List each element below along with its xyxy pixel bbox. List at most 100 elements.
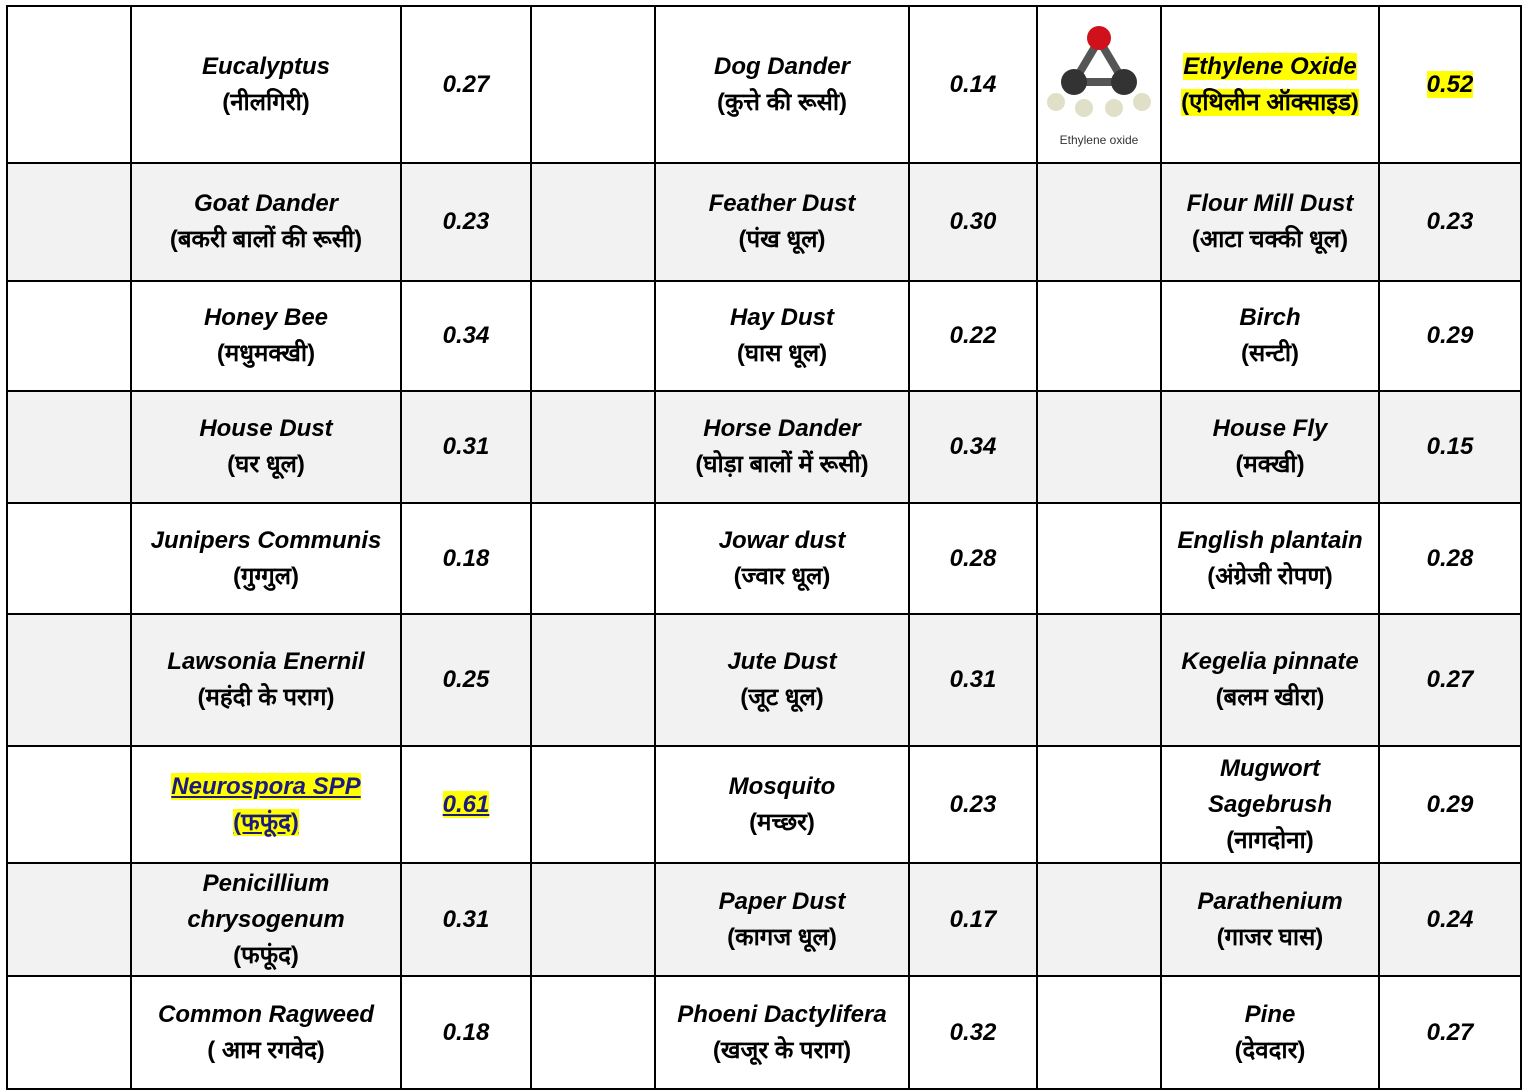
hindi-name: (एथिलीन ऑक्साइड) xyxy=(1181,88,1359,116)
name-cell: Hay Dust (घास धूल) xyxy=(654,280,910,392)
value: 0.27 xyxy=(1426,666,1474,693)
thumbnail-cell xyxy=(6,745,132,864)
name-text: Mugwort Sagebrush (नागदोना) xyxy=(1208,755,1332,854)
name-cell: Horse Dander (घोड़ा बालों में रूसी) xyxy=(654,390,910,504)
value-cell: 0.18 xyxy=(400,975,532,1090)
allergen-name: Mosquito xyxy=(728,772,836,800)
thumbnail-cell xyxy=(6,862,132,977)
allergen-name: Feather Dust xyxy=(708,190,856,217)
name-text: Flour Mill Dust (आटा चक्की धूल) xyxy=(1187,190,1354,253)
value: 0.18 xyxy=(442,544,490,572)
allergen-name: Lawsonia Enernil xyxy=(167,648,365,675)
thumbnail-cell xyxy=(1036,862,1162,977)
name-text: Common Ragweed ( आम रगवेद) xyxy=(158,1001,374,1064)
value-cell: 0.27 xyxy=(1378,975,1522,1090)
value: 0.31 xyxy=(442,905,490,933)
molecule xyxy=(1047,25,1151,117)
value-cell: 0.23 xyxy=(400,162,532,282)
table-row: Common Ragweed ( आम रगवेद) 0.18 Phoeni Dact… xyxy=(6,975,1522,1090)
image-caption: Ethylene oxide xyxy=(1059,132,1139,147)
name-text: House Dust (घर धूल) xyxy=(199,415,332,478)
hindi-name: (पंख धूल) xyxy=(738,226,826,253)
name-text: Honey Bee (मधुमक्खी) xyxy=(204,304,328,367)
allergen-name: Honey Bee xyxy=(203,304,329,331)
name-cell: Lawsonia Enernil (महंदी के पराग) xyxy=(130,613,402,747)
hindi-name: (नागदोना) xyxy=(1226,826,1314,854)
name-text: Dog Dander (कुत्ते की रूसी) xyxy=(714,53,850,116)
thumbnail-cell xyxy=(6,613,132,747)
name-text: Hay Dust (घास धूल) xyxy=(730,304,834,367)
value: 0.29 xyxy=(1426,322,1474,349)
name-cell: Pine (देवदार) xyxy=(1160,975,1380,1090)
name-text: Horse Dander (घोड़ा बालों में रूसी) xyxy=(695,415,868,478)
hindi-name: (मक्खी) xyxy=(1235,451,1305,478)
hindi-name: (देवदार) xyxy=(1234,1036,1306,1064)
name-cell: Phoeni Dactylifera (खजूर के पराग) xyxy=(654,975,910,1090)
name-text: Penicillium chrysogenum (फफूंद) xyxy=(187,870,344,969)
allergen-name: Neurospora SPP xyxy=(171,772,361,800)
name-text: Jowar dust (ज्वार धूल) xyxy=(719,527,846,590)
thumbnail-cell xyxy=(530,390,656,504)
allergen-name: Goat Dander xyxy=(193,190,339,217)
allergen-name: Birch xyxy=(1239,304,1301,331)
name-text: Kegelia pinnate (बलम खीरा) xyxy=(1181,648,1358,711)
name-text: Goat Dander (बकरी बालों की रूसी) xyxy=(170,190,362,253)
name-cell: Jute Dust (जूट धूल) xyxy=(654,613,910,747)
allergen-name: Horse Dander xyxy=(703,415,861,442)
value-cell: 0.22 xyxy=(908,280,1038,392)
name-cell: Mugwort Sagebrush (नागदोना) xyxy=(1160,745,1380,864)
name-cell: Jowar dust (ज्वार धूल) xyxy=(654,502,910,615)
allergen-name: House Dust xyxy=(199,415,333,442)
name-cell: Honey Bee (मधुमक्खी) xyxy=(130,280,402,392)
hindi-name: (फफूंद) xyxy=(233,941,299,969)
value-cell: 0.30 xyxy=(908,162,1038,282)
table-row: House Dust (घर धूल) 0.31 Horse Dander (घोड़ा… xyxy=(6,390,1522,504)
hindi-name: (नीलगिरी) xyxy=(222,88,310,116)
allergen-name: Flour Mill Dust xyxy=(1186,190,1354,217)
thumbnail-cell xyxy=(1036,975,1162,1090)
thumbnail-cell xyxy=(530,502,656,615)
value: 0.22 xyxy=(949,322,997,349)
allergen-name: Dog Dander xyxy=(713,52,850,80)
hindi-name: (मधुमक्खी) xyxy=(216,340,316,367)
name-cell: House Dust (घर धूल) xyxy=(130,390,402,504)
allergen-name: Pine xyxy=(1244,1000,1296,1028)
name-cell: Neurospora SPP (फफूंद) xyxy=(130,745,402,864)
allergen-name: Junipers Communis xyxy=(150,526,382,554)
thumbnail-cell xyxy=(530,745,656,864)
value: 0.34 xyxy=(442,322,490,349)
name-text: Eucalyptus (नीलगिरी) xyxy=(202,53,330,116)
value: 0.23 xyxy=(1426,208,1474,235)
value: 0.27 xyxy=(442,70,490,98)
name-cell: Eucalyptus (नीलगिरी) xyxy=(130,5,402,164)
name-cell: Kegelia pinnate (बलम खीरा) xyxy=(1160,613,1380,747)
value-cell: 0.24 xyxy=(1378,862,1522,977)
value: 0.61 xyxy=(442,790,490,818)
thumbnail-cell xyxy=(530,613,656,747)
allergen-name: Common Ragweed xyxy=(157,1000,375,1028)
allergen-table: Eucalyptus (नीलगिरी) 0.27 Dog Dander (कुत्ते… xyxy=(6,5,1522,1090)
value-cell: 0.34 xyxy=(908,390,1038,504)
thumbnail-cell xyxy=(530,862,656,977)
allergen-name: Hay Dust xyxy=(729,304,835,331)
name-text: Lawsonia Enernil (महंदी के पराग) xyxy=(167,648,364,711)
thumbnail-cell: Ethylene oxide xyxy=(1036,5,1162,164)
hindi-name: (बलम खीरा) xyxy=(1215,684,1325,711)
thumbnail: Ethylene oxide xyxy=(1039,11,1159,158)
name-cell: Junipers Communis (गुग्गुल) xyxy=(130,502,402,615)
allergen-name: Kegelia pinnate xyxy=(1181,648,1359,675)
allergen-name: Ethylene Oxide xyxy=(1183,52,1357,80)
name-text: Ethylene Oxide (एथिलीन ऑक्साइड) xyxy=(1181,52,1359,116)
name-cell: Feather Dust (पंख धूल) xyxy=(654,162,910,282)
hindi-name: (जूट धूल) xyxy=(740,684,824,711)
name-text: House Fly (मक्खी) xyxy=(1213,415,1328,478)
hindi-name: (बकरी बालों की रूसी) xyxy=(169,226,363,253)
value-cell: 0.25 xyxy=(400,613,532,747)
hindi-name: (अंग्रेजी रोपण) xyxy=(1207,562,1333,590)
table-row: Eucalyptus (नीलगिरी) 0.27 Dog Dander (कुत्ते… xyxy=(6,5,1522,164)
name-text: Junipers Communis (गुग्गुल) xyxy=(151,527,382,590)
value: 0.52 xyxy=(1426,70,1474,98)
name-text: Feather Dust (पंख धूल) xyxy=(709,190,856,253)
value: 0.24 xyxy=(1426,905,1474,933)
name-cell: Dog Dander (कुत्ते की रूसी) xyxy=(654,5,910,164)
